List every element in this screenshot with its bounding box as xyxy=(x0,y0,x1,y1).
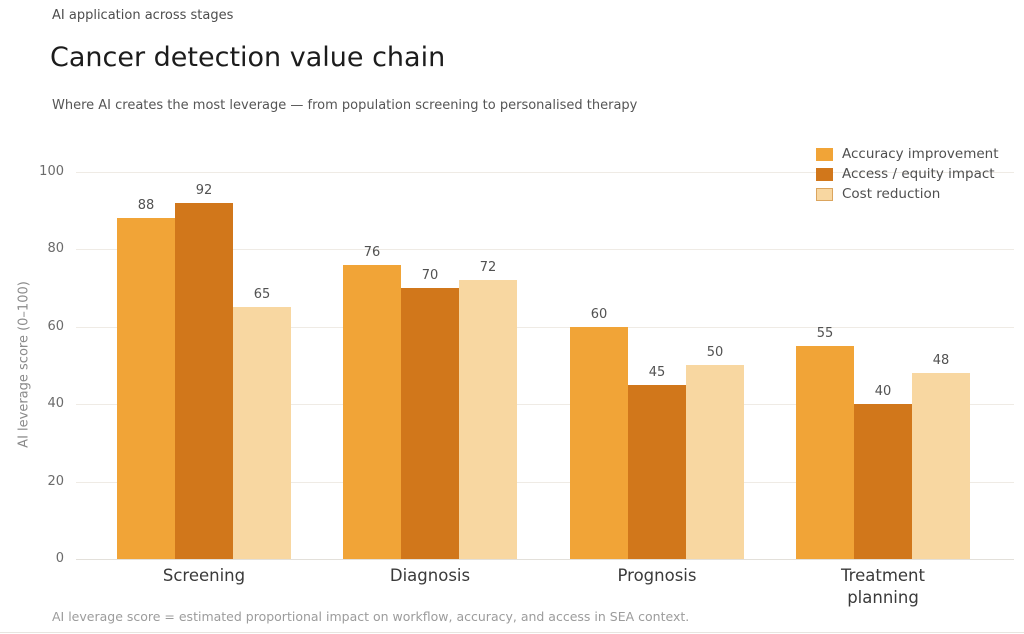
bar-2-3 xyxy=(912,373,970,559)
gridline xyxy=(76,327,1014,328)
legend-item: Accuracy improvement xyxy=(816,144,999,164)
bottom-divider xyxy=(0,632,1024,633)
y-tick-label: 60 xyxy=(47,319,64,334)
chart-footnote: AI leverage score = estimated proportion… xyxy=(52,609,690,624)
bar-0-2 xyxy=(570,327,628,559)
bar-1-0 xyxy=(175,203,233,559)
bar-1-3 xyxy=(854,404,912,559)
legend-label: Access / equity impact xyxy=(842,166,995,182)
bar-value-label: 50 xyxy=(706,345,724,360)
bar-2-2 xyxy=(686,365,744,559)
legend-swatch-icon xyxy=(816,187,833,201)
y-tick-label: 40 xyxy=(47,396,64,411)
gridline xyxy=(76,172,1014,173)
bar-value-label: 70 xyxy=(421,268,439,283)
bar-2-1 xyxy=(459,280,517,559)
chart-legend: Accuracy improvement Access / equity impa… xyxy=(816,144,999,204)
bar-2-0 xyxy=(233,307,291,559)
legend-item: Cost reduction xyxy=(816,184,999,204)
bar-1-2 xyxy=(628,385,686,559)
bar-value-label: 88 xyxy=(137,198,155,213)
chart-subtitle: Where AI creates the most leverage — fro… xyxy=(52,98,638,113)
x-axis-label: Diagnosis xyxy=(389,566,471,585)
legend-swatch-icon xyxy=(816,147,833,161)
bar-value-label: 40 xyxy=(874,384,892,399)
bar-0-3 xyxy=(796,346,854,559)
legend-label: Cost reduction xyxy=(842,186,941,202)
x-axis-label: Screening xyxy=(162,566,246,585)
chart-kicker: AI application across stages xyxy=(52,8,234,23)
bar-value-label: 92 xyxy=(195,183,213,198)
x-axis-label: Treatment planning xyxy=(841,566,925,607)
legend-swatch-icon xyxy=(816,167,833,181)
gridline xyxy=(76,482,1014,483)
gridline xyxy=(76,559,1014,560)
legend-item: Access / equity impact xyxy=(816,164,999,184)
gridline xyxy=(76,249,1014,250)
y-tick-label: 80 xyxy=(47,241,64,256)
bar-value-label: 65 xyxy=(253,287,271,302)
bar-value-label: 72 xyxy=(479,260,497,275)
bar-value-label: 48 xyxy=(932,353,950,368)
bar-value-label: 45 xyxy=(648,365,666,380)
bar-0-1 xyxy=(343,265,401,559)
bar-value-label: 60 xyxy=(590,307,608,322)
y-tick-label: 100 xyxy=(39,164,64,179)
legend-label: Accuracy improvement xyxy=(842,146,999,162)
bar-value-label: 55 xyxy=(816,326,834,341)
bar-0-0 xyxy=(117,218,175,559)
gridline xyxy=(76,404,1014,405)
y-axis-title: AI leverage score (0–100) xyxy=(16,281,32,448)
y-tick-label: 0 xyxy=(55,551,64,566)
bar-1-1 xyxy=(401,288,459,559)
page-title: Cancer detection value chain xyxy=(50,42,446,73)
y-tick-label: 20 xyxy=(47,474,64,489)
bar-value-label: 76 xyxy=(363,245,381,260)
x-axis-label: Prognosis xyxy=(617,566,697,585)
